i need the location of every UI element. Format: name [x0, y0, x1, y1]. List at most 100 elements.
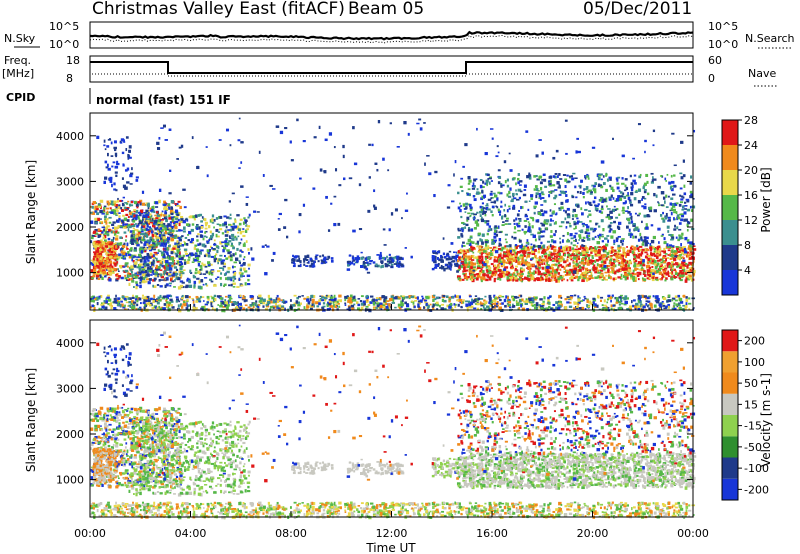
power-echo	[154, 232, 157, 235]
power-echo	[106, 253, 109, 257]
power-echo	[157, 267, 161, 269]
power-echo	[572, 172, 576, 175]
power-echo	[663, 247, 666, 251]
power-echo	[102, 240, 105, 243]
power-echo	[464, 226, 467, 229]
power-echo	[394, 256, 397, 259]
power-echo	[582, 254, 586, 257]
power-echo	[102, 270, 107, 275]
power-echo	[517, 261, 521, 265]
power-echo	[473, 227, 477, 230]
power-echo	[577, 278, 580, 282]
power-echo	[107, 237, 111, 241]
power-echo	[455, 254, 459, 258]
power-echo	[683, 253, 688, 256]
power-echo	[647, 274, 650, 278]
power-echo	[225, 277, 228, 281]
power-echo	[465, 192, 469, 195]
power-echo	[684, 279, 688, 283]
power-echo	[582, 236, 586, 239]
power-echo	[560, 250, 564, 253]
power-echo	[135, 258, 138, 261]
power-echo	[597, 203, 600, 206]
power-echo	[462, 272, 466, 275]
power-echo	[468, 257, 471, 260]
power-echo	[401, 263, 404, 267]
power-echo	[159, 230, 163, 234]
power-echo	[687, 270, 691, 274]
power-echo	[501, 270, 505, 274]
power-echo	[161, 252, 164, 257]
power-echo	[671, 236, 675, 240]
power-echo	[610, 266, 613, 270]
power-echo	[205, 284, 209, 287]
power-echo	[156, 226, 159, 230]
power-echo	[486, 222, 490, 226]
power-echo	[158, 305, 161, 309]
power-echo	[91, 236, 94, 240]
power-echo	[664, 264, 667, 268]
power-echo	[179, 205, 182, 210]
power-echo	[115, 206, 118, 209]
power-echo	[682, 263, 686, 267]
power-echo	[149, 252, 153, 256]
power-echo	[530, 197, 533, 201]
power-echo	[608, 196, 612, 199]
power-echo	[162, 236, 166, 240]
power-echo	[543, 296, 546, 300]
power-echo	[460, 228, 463, 230]
power-echo	[512, 192, 515, 197]
power-echo	[470, 206, 473, 209]
power-echo	[148, 278, 152, 281]
power-echo	[545, 307, 549, 310]
power-echo	[208, 278, 212, 281]
power-echo	[584, 257, 587, 262]
power-echo	[348, 254, 352, 257]
power-echo	[210, 235, 214, 239]
power-echo	[549, 179, 552, 184]
power-echo	[113, 200, 117, 204]
power-echo	[574, 248, 578, 251]
power-echo	[326, 258, 329, 261]
power-echo	[124, 304, 126, 307]
power-echo	[461, 263, 465, 266]
power-echo	[435, 251, 439, 255]
power-echo	[533, 205, 537, 208]
power-echo	[584, 297, 587, 300]
power-echo	[460, 261, 463, 265]
power-echo	[446, 252, 449, 255]
power-echo	[297, 264, 302, 268]
power-echo	[477, 265, 481, 268]
power-echo	[380, 260, 384, 263]
power-echo	[140, 242, 143, 244]
power-echo	[644, 203, 647, 206]
power-echo	[569, 256, 572, 259]
power-echo	[108, 255, 112, 259]
power-echo	[480, 253, 483, 256]
power-echo	[666, 246, 671, 249]
power-echo	[589, 261, 591, 264]
power-echo	[566, 269, 570, 273]
power-echo	[617, 249, 620, 252]
power-echo	[162, 234, 166, 237]
power-echo	[584, 174, 586, 179]
power-echo	[648, 258, 653, 261]
power-echo	[127, 278, 131, 281]
power-echo	[97, 204, 101, 208]
power-echo	[539, 277, 542, 282]
power-echo	[593, 229, 596, 232]
power-echo	[444, 256, 447, 259]
power-echo	[523, 219, 528, 222]
power-echo	[501, 246, 505, 250]
power-echo	[132, 279, 134, 282]
power-echo	[170, 208, 174, 212]
power-echo	[103, 205, 107, 208]
power-echo	[464, 266, 468, 269]
power-echo	[681, 266, 685, 269]
power-echo	[234, 252, 237, 256]
power-echo	[483, 219, 486, 223]
power-echo	[110, 200, 114, 203]
power-echo	[667, 270, 669, 274]
power-echo	[108, 278, 112, 282]
power-echo	[549, 258, 552, 262]
